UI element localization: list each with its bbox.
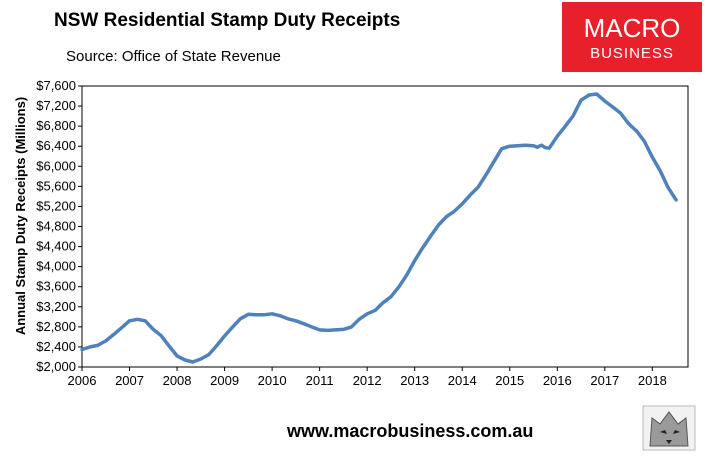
x-axis: 2006 2007 2008 2009 2010 2011 2012 2013 2014 2015… — [68, 367, 667, 388]
logo-background — [562, 2, 702, 72]
macrobusiness-logo[interactable]: MACRO BUSINESS — [562, 2, 702, 72]
logo-line2: BUSINESS — [590, 45, 674, 62]
series-line-0 — [80, 92, 678, 364]
x-tick-label: 2014 — [448, 373, 477, 388]
chart-title: NSW Residential Stamp Duty Receipts — [54, 10, 400, 31]
y-tick-label: $4,400 — [36, 239, 76, 254]
x-tick-label: 2011 — [306, 373, 334, 388]
y-tick-label: $4,800 — [36, 219, 76, 234]
x-tick-label: 2006 — [68, 373, 97, 388]
y-tick-label: $7,200 — [36, 98, 76, 113]
chart-subtitle: Source: Office of State Revenue — [66, 48, 281, 65]
y-tick-label: $4,000 — [36, 259, 76, 274]
series-lines — [80, 92, 678, 364]
x-tick-label: 2018 — [638, 373, 667, 388]
x-tick-label: 2010 — [258, 373, 287, 388]
y-axis-label: Annual Stamp Duty Receipts (Millions) — [13, 97, 28, 335]
x-tick-label: 2016 — [543, 373, 572, 388]
x-tick-label: 2012 — [353, 373, 382, 388]
y-tick-label: $3,200 — [36, 299, 76, 314]
y-tick-label: $2,800 — [36, 319, 76, 334]
x-tick-label: 2015 — [495, 373, 524, 388]
x-tick-label: 2013 — [400, 373, 429, 388]
y-tick-label: $5,200 — [36, 198, 76, 213]
logo-line1: MACRO — [584, 13, 681, 43]
y-tick-label: $3,600 — [36, 279, 76, 294]
footer-url[interactable]: www.macrobusiness.com.au — [286, 421, 533, 441]
x-tick-label: 2017 — [590, 373, 619, 388]
y-tick-label: $5,600 — [36, 178, 76, 193]
y-tick-label: $6,800 — [36, 118, 76, 133]
y-tick-label: $7,600 — [36, 78, 76, 93]
x-tick-label: 2009 — [210, 373, 239, 388]
x-tick-label: 2008 — [163, 373, 192, 388]
y-tick-label: $6,400 — [36, 138, 76, 153]
y-tick-label: $2,400 — [36, 339, 76, 354]
plot-frame — [81, 85, 689, 368]
y-tick-label: $6,000 — [36, 158, 76, 173]
y-tick-label: $2,000 — [36, 359, 76, 374]
x-tick-label: 2007 — [115, 373, 144, 388]
y-axis: $2,000 $2,400 $2,800 $3,200 $3,600 $4,000 $4,4… — [36, 78, 82, 374]
wolf-mascot-icon — [642, 405, 696, 451]
